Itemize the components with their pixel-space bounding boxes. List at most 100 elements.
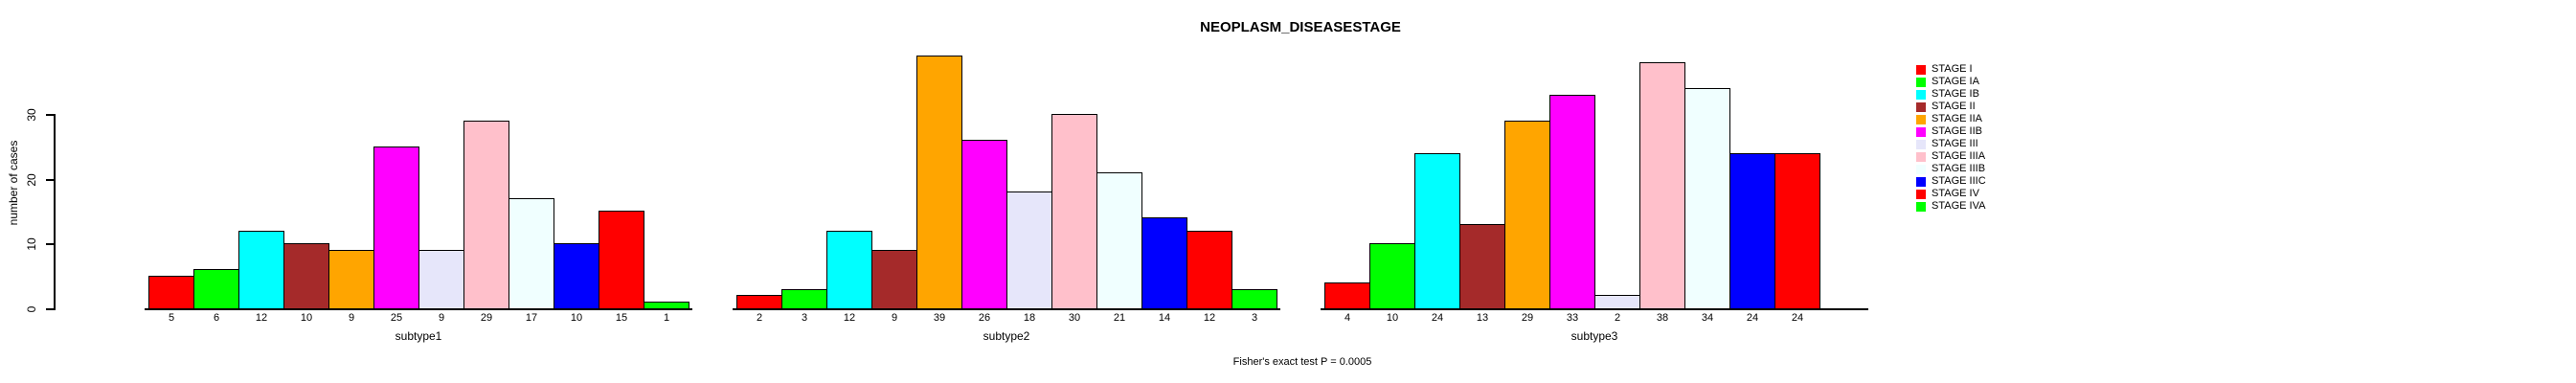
y-axis-tick-label: 30 (25, 108, 38, 122)
bar-value-label: 3 (801, 312, 808, 324)
bar-subtype1-stage-ia (193, 269, 239, 309)
legend-item: STAGE IIB (1916, 125, 1986, 138)
bar-subtype1-stage-iv (599, 211, 644, 309)
bar-value-label: 14 (1158, 312, 1171, 324)
legend-color-swatch (1916, 64, 1926, 75)
legend-item: STAGE IVA (1916, 200, 1986, 213)
legend-item: STAGE II (1916, 101, 1986, 113)
legend-color-swatch (1916, 126, 1926, 137)
bar-value-label: 10 (570, 312, 583, 324)
bar-subtype1-stage-iiib (508, 198, 554, 309)
y-axis-label: number of cases (7, 140, 20, 226)
y-axis-tick-label: 10 (25, 237, 38, 252)
bar-value-label: 17 (525, 312, 538, 324)
y-axis-line (54, 113, 56, 310)
bar-subtype1-stage-iiia (463, 121, 509, 309)
bar-value-label: 2 (756, 312, 763, 324)
legend-item: STAGE IV (1916, 188, 1986, 200)
bar-value-label: 24 (1431, 312, 1444, 324)
bar-subtype3-stage-iiia (1639, 62, 1685, 309)
bar-subtype2-stage-ib (826, 231, 872, 309)
x-axis-label-subtype1: subtype1 (395, 329, 442, 343)
x-axis-line-subtype2 (733, 308, 1280, 310)
bar-value-label: 9 (891, 312, 898, 324)
legend-item-label: STAGE IIB (1932, 125, 1982, 137)
legend-item-label: STAGE IB (1932, 88, 1979, 100)
y-axis-tick (46, 308, 54, 310)
bar-subtype1-stage-i (148, 276, 194, 309)
bar-subtype1-stage-iib (373, 146, 419, 309)
legend-color-swatch (1916, 164, 1926, 174)
bar-subtype2-stage-iib (961, 140, 1007, 309)
bar-value-label: 26 (978, 312, 991, 324)
bar-value-label: 10 (1386, 312, 1399, 324)
legend-item-label: STAGE IIIC (1932, 175, 1986, 187)
bar-subtype1-stage-iiic (554, 243, 599, 309)
bar-value-label: 5 (168, 312, 175, 324)
bar-value-label: 15 (615, 312, 628, 324)
legend-item-label: STAGE IV (1932, 188, 1979, 199)
bar-value-label: 1 (663, 312, 670, 324)
bar-value-label: 18 (1023, 312, 1036, 324)
bar-subtype3-stage-iia (1504, 121, 1550, 309)
bar-subtype2-stage-iia (916, 56, 962, 309)
bar-subtype2-stage-ia (781, 289, 827, 309)
legend-item-label: STAGE IVA (1932, 200, 1986, 212)
bar-value-label: 6 (213, 312, 220, 324)
legend-item-label: STAGE III (1932, 138, 1978, 149)
legend-color-swatch (1916, 77, 1926, 87)
bar-subtype2-stage-i (736, 295, 782, 309)
fisher-test-annotation: Fisher's exact test P = 0.0005 (1232, 356, 1372, 368)
bar-subtype3-stage-ii (1459, 224, 1505, 309)
legend-item: STAGE III (1916, 138, 1986, 150)
bar-subtype1-stage-iia (328, 250, 374, 309)
bar-value-label: 25 (390, 312, 403, 324)
legend-item: STAGE IIA (1916, 113, 1986, 125)
bar-subtype2-stage-iiib (1096, 172, 1142, 309)
bar-subtype1-stage-iva (644, 302, 689, 309)
legend: STAGE I STAGE IA STAGE IB STAGE II STAGE IIA… (1916, 63, 1986, 213)
chart-title: NEOPLASM_DISEASESTAGE (1200, 19, 1401, 35)
y-axis-tick (46, 243, 54, 246)
bar-value-label: 30 (1068, 312, 1081, 324)
bar-value-label: 9 (348, 312, 355, 324)
legend-item: STAGE IIIA (1916, 150, 1986, 163)
bar-value-label: 33 (1566, 312, 1579, 324)
bar-value-label: 9 (438, 312, 445, 324)
legend-color-swatch (1916, 89, 1926, 100)
bar-subtype3-stage-ia (1369, 243, 1415, 309)
legend-item: STAGE IA (1916, 76, 1986, 88)
bar-value-label: 12 (255, 312, 268, 324)
bar-value-label: 38 (1656, 312, 1669, 324)
legend-color-swatch (1916, 101, 1926, 112)
legend-item: STAGE IB (1916, 88, 1986, 101)
bar-subtype3-stage-iib (1549, 95, 1595, 309)
legend-color-swatch (1916, 114, 1926, 124)
legend-color-swatch (1916, 189, 1926, 199)
legend-item: STAGE IIIB (1916, 163, 1986, 175)
bar-value-label: 12 (1203, 312, 1216, 324)
legend-item: STAGE I (1916, 63, 1986, 76)
bar-subtype3-stage-iiic (1729, 153, 1775, 309)
bar-value-label: 29 (1521, 312, 1534, 324)
x-axis-label-subtype2: subtype2 (983, 329, 1030, 343)
legend-item-label: STAGE IIIB (1932, 163, 1986, 174)
bar-value-label: 4 (1344, 312, 1351, 324)
bar-value-label: 29 (480, 312, 493, 324)
bar-subtype2-stage-iv (1186, 231, 1232, 309)
bar-subtype1-stage-iii (418, 250, 464, 309)
bar-subtype1-stage-ii (283, 243, 329, 309)
legend-color-swatch (1916, 151, 1926, 162)
x-axis-line-subtype1 (145, 308, 692, 310)
bar-subtype3-stage-i (1324, 282, 1370, 309)
bar-value-label: 12 (843, 312, 856, 324)
bar-subtype2-stage-iiic (1141, 217, 1187, 309)
y-axis-tick (46, 113, 54, 116)
bar-subtype3-stage-iii (1594, 295, 1640, 309)
bar-subtype3-stage-iiib (1684, 88, 1730, 309)
bar-subtype2-stage-ii (871, 250, 917, 309)
bar-value-label: 10 (300, 312, 313, 324)
bar-value-label: 34 (1701, 312, 1714, 324)
bar-value-label: 21 (1113, 312, 1126, 324)
legend-item-label: STAGE I (1932, 63, 1973, 75)
